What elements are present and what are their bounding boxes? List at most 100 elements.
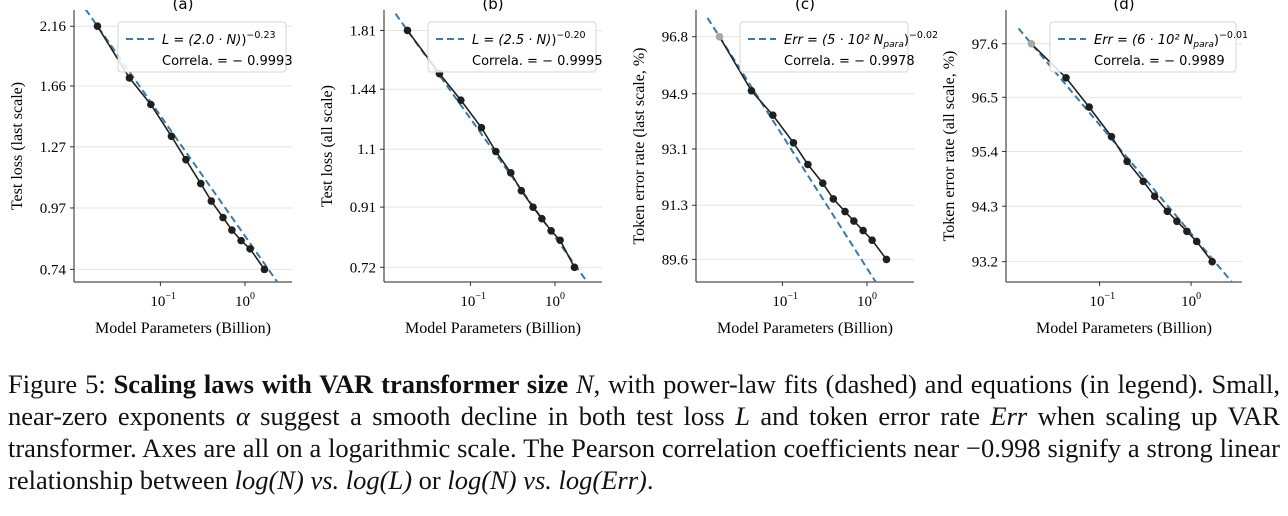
panel-label: (a) bbox=[173, 0, 194, 13]
legend-box bbox=[117, 21, 287, 73]
x-tick-label: 10−1 bbox=[150, 291, 176, 310]
x-tick-label: 100 bbox=[1181, 291, 1201, 310]
legend-fit-label: Err = (6 · 10² Npara)−0.01 bbox=[1094, 30, 1248, 50]
data-point bbox=[747, 86, 756, 95]
data-point bbox=[477, 123, 486, 132]
legend-box bbox=[427, 21, 597, 73]
x-tick-label: 10−1 bbox=[460, 291, 486, 310]
caption-end: . bbox=[646, 465, 654, 495]
caption-var-n: N bbox=[575, 369, 594, 399]
y-tick-label: 1.81 bbox=[350, 23, 376, 39]
data-point bbox=[1027, 39, 1036, 48]
figure-panels: (a) 2.16 1.66 1.27 0.97 0.74 10−1 100 Model Para… bbox=[9, 0, 1248, 337]
y-tick-label: 93.2 bbox=[972, 255, 998, 271]
caption-text-2: suggest a smooth decline in both test lo… bbox=[249, 401, 736, 431]
x-tick-label: 100 bbox=[857, 291, 877, 310]
data-point bbox=[556, 236, 564, 245]
y-tick-label: 1.44 bbox=[350, 82, 377, 98]
data-point bbox=[538, 214, 546, 223]
data-point bbox=[829, 195, 838, 203]
data-point bbox=[570, 263, 579, 272]
data-point bbox=[207, 197, 216, 205]
data-point bbox=[529, 203, 537, 211]
data-point bbox=[167, 132, 176, 141]
data-point bbox=[1085, 103, 1093, 111]
data-point bbox=[457, 96, 465, 104]
data-point bbox=[182, 155, 190, 164]
y-tick-label: 97.6 bbox=[972, 37, 999, 53]
chart-panel-3: (c) 96.8 94.9 93.1 91.3 89.6 10−1 100 Model Para… bbox=[631, 0, 938, 337]
data-point bbox=[1062, 73, 1070, 82]
caption-coef: −0.998 bbox=[966, 433, 1041, 463]
legend: Err = (6 · 10² Npara)−0.01 Correla. = − 0… bbox=[1049, 21, 1248, 73]
y-axis-label: Test loss (last scale) bbox=[9, 82, 26, 210]
caption-text-1: , with power-law fits (dashed) and equat… bbox=[8, 369, 1280, 431]
data-point bbox=[260, 265, 269, 274]
data-point bbox=[228, 226, 236, 234]
data-point bbox=[859, 226, 867, 235]
data-point bbox=[1139, 177, 1148, 186]
caption-expr-1: log(N) vs. log(L) bbox=[234, 465, 413, 495]
chart-panel-1: (a) 2.16 1.66 1.27 0.97 0.74 10−1 100 Model Para… bbox=[9, 0, 293, 337]
data-point bbox=[868, 236, 876, 244]
y-axis-label: Token error rate (all scale, %) bbox=[941, 51, 958, 242]
y-tick-label: 1.27 bbox=[40, 140, 67, 156]
x-tick-label: 100 bbox=[545, 291, 565, 310]
panel-label: (c) bbox=[795, 0, 815, 13]
data-point bbox=[804, 160, 812, 169]
x-tick-label: 100 bbox=[235, 291, 255, 310]
y-axis-label: Test loss (all scale) bbox=[319, 85, 336, 207]
data-point bbox=[1192, 237, 1201, 246]
data-point bbox=[125, 74, 134, 82]
data-point bbox=[93, 22, 102, 31]
data-point bbox=[147, 100, 155, 109]
data-point bbox=[850, 217, 858, 225]
data-point bbox=[492, 147, 500, 156]
data-point bbox=[789, 138, 798, 147]
data-point bbox=[1123, 157, 1131, 166]
data-point bbox=[1208, 257, 1216, 266]
legend: L = (2.5 · N))−0.20 Correla. = − 0.9995 bbox=[427, 21, 603, 73]
data-point bbox=[841, 207, 849, 216]
caption-bold-title: Scaling laws with VAR transformer size bbox=[113, 369, 576, 399]
caption-text-3: and token error rate bbox=[749, 401, 991, 431]
legend-box bbox=[1049, 21, 1237, 73]
data-point bbox=[547, 226, 555, 235]
panel-label: (d) bbox=[1113, 0, 1134, 13]
legend-fit-label: L = (2.0 · N))−0.23 bbox=[162, 30, 276, 48]
legend: L = (2.0 · N))−0.23 Correla. = − 0.9993 bbox=[117, 21, 293, 73]
data-point bbox=[246, 245, 254, 253]
x-axis-label: Model Parameters (Billion) bbox=[1036, 320, 1212, 337]
caption-var-l: L bbox=[735, 401, 750, 431]
y-tick-label: 94.9 bbox=[662, 87, 688, 103]
data-point bbox=[506, 169, 515, 177]
legend-box bbox=[739, 21, 909, 73]
y-tick-label: 1.1 bbox=[357, 142, 376, 158]
y-tick-label: 96.8 bbox=[662, 30, 688, 46]
y-tick-label: 2.16 bbox=[40, 19, 67, 35]
caption-prefix: Figure 5: bbox=[8, 369, 114, 399]
y-axis-label: Token error rate (last scale, %) bbox=[631, 48, 648, 245]
y-tick-label: 94.3 bbox=[972, 199, 998, 215]
x-tick-label: 10−1 bbox=[772, 291, 798, 310]
y-tick-label: 1.66 bbox=[40, 79, 67, 95]
caption-alpha: α bbox=[235, 401, 250, 431]
y-tick-label: 0.72 bbox=[350, 260, 376, 276]
data-point bbox=[517, 186, 526, 195]
x-axis-label: Model Parameters (Billion) bbox=[717, 320, 893, 337]
y-tick-label: 89.6 bbox=[662, 252, 689, 268]
data-point bbox=[1183, 227, 1191, 236]
panel-label: (b) bbox=[482, 0, 503, 13]
legend-corr-label: Correla. = − 0.9995 bbox=[472, 54, 603, 69]
data-point bbox=[882, 255, 891, 264]
caption-text-4: when scaling up VAR transformer. Axes ar… bbox=[8, 401, 1280, 463]
y-tick-label: 95.4 bbox=[972, 144, 999, 160]
data-point bbox=[403, 26, 412, 35]
y-tick-label: 0.97 bbox=[40, 201, 67, 217]
y-tick-label: 96.5 bbox=[972, 90, 998, 106]
caption-var-err: Err bbox=[990, 401, 1028, 431]
data-point bbox=[196, 179, 205, 188]
legend-corr-label: Correla. = − 0.9989 bbox=[1094, 54, 1225, 69]
y-tick-label: 91.3 bbox=[662, 198, 688, 214]
caption-expr-2: log(N) vs. log(Err) bbox=[447, 465, 647, 495]
